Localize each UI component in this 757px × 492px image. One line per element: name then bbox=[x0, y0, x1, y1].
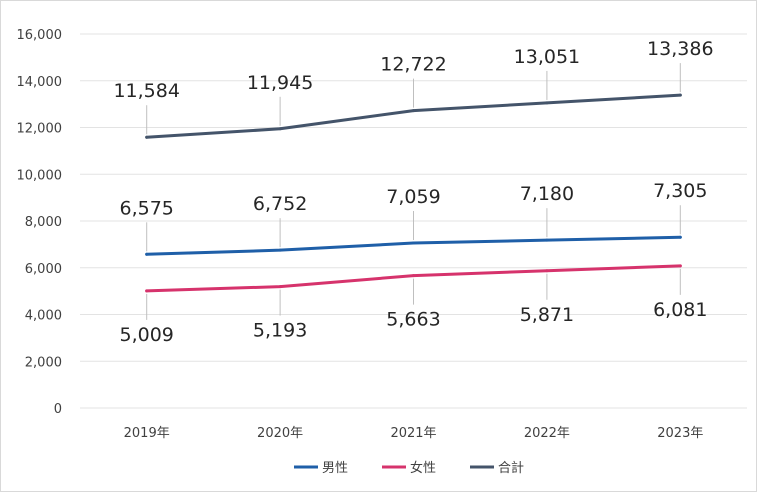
data-label: 11,945 bbox=[247, 72, 313, 94]
y-tick-label: 12,000 bbox=[17, 122, 63, 137]
y-tick-label: 4,000 bbox=[25, 309, 62, 324]
data-label: 7,059 bbox=[386, 186, 440, 208]
data-point bbox=[412, 274, 415, 278]
data-point bbox=[678, 235, 682, 239]
data-label-leaders bbox=[146, 63, 681, 320]
y-tick-label: 6,000 bbox=[25, 262, 62, 277]
data-point bbox=[278, 127, 282, 131]
data-point bbox=[145, 289, 149, 293]
legend: 男性 女性 合計 bbox=[294, 460, 524, 476]
data-label: 13,386 bbox=[647, 38, 713, 60]
data-point bbox=[545, 269, 549, 273]
y-tick-label: 10,000 bbox=[17, 168, 63, 183]
gridlines bbox=[80, 33, 747, 409]
y-axis-ticks: 0 2,000 4,000 6,000 8,000 10,000 12,000 14,000 1… bbox=[17, 28, 63, 417]
legend-label: 男性 bbox=[322, 461, 348, 476]
y-tick-label: 2,000 bbox=[25, 355, 62, 370]
data-labels: 6,575 6,752 7,059 7,180 7,305 5,009 5,193 5,663… bbox=[113, 38, 713, 346]
data-point bbox=[278, 285, 282, 289]
data-point bbox=[412, 109, 415, 113]
y-tick-label: 14,000 bbox=[17, 75, 63, 90]
legend-label: 女性 bbox=[410, 460, 436, 476]
data-point bbox=[412, 241, 415, 245]
y-tick-label: 8,000 bbox=[25, 215, 62, 230]
data-point bbox=[145, 252, 149, 256]
data-label: 13,051 bbox=[514, 46, 580, 68]
x-tick-label: 2019年 bbox=[124, 426, 170, 441]
data-label: 7,305 bbox=[653, 180, 707, 202]
data-label: 12,722 bbox=[380, 54, 446, 76]
data-label: 6,752 bbox=[253, 193, 307, 215]
data-label: 5,193 bbox=[253, 320, 307, 342]
x-tick-label: 2020年 bbox=[257, 426, 303, 441]
data-label: 5,871 bbox=[520, 304, 574, 326]
data-label: 5,009 bbox=[119, 324, 173, 346]
data-label: 6,575 bbox=[119, 197, 173, 219]
data-label: 11,584 bbox=[113, 80, 179, 102]
data-point bbox=[145, 135, 149, 139]
x-tick-label: 2022年 bbox=[524, 426, 570, 441]
data-point bbox=[545, 101, 549, 105]
y-tick-label: 0 bbox=[54, 402, 62, 417]
data-label: 5,663 bbox=[386, 309, 440, 331]
x-tick-label: 2023年 bbox=[657, 426, 703, 441]
data-point bbox=[678, 264, 682, 268]
legend-label: 合計 bbox=[498, 460, 524, 476]
x-tick-label: 2021年 bbox=[390, 426, 436, 441]
data-label: 6,081 bbox=[653, 299, 707, 321]
x-axis-ticks: 2019年 2020年 2021年 2022年 2023年 bbox=[124, 426, 704, 441]
data-point bbox=[678, 93, 682, 97]
data-point bbox=[545, 238, 549, 242]
series-lines bbox=[145, 93, 682, 293]
data-point bbox=[278, 248, 282, 252]
y-tick-label: 16,000 bbox=[17, 28, 63, 43]
data-label: 7,180 bbox=[520, 183, 574, 205]
